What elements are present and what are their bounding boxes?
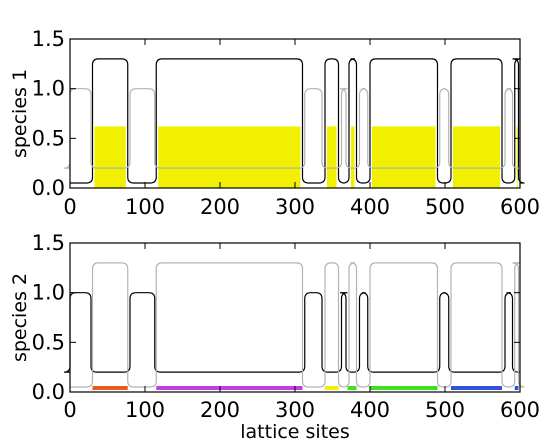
y-tick-label: 0.0 (32, 176, 65, 200)
x-axis-label: lattice sites (240, 421, 350, 443)
y-tick-label: 0.0 (32, 380, 65, 404)
fill-region (94, 126, 126, 188)
fill-region (327, 126, 337, 188)
x-tick-label: 400 (350, 398, 390, 422)
y-tick-label: 1.5 (32, 231, 65, 255)
domain-bar (92, 386, 128, 390)
x-tick-label: 400 (350, 195, 390, 219)
fill-region (453, 126, 500, 188)
x-tick-label: 200 (200, 398, 240, 422)
series-line (70, 58, 525, 184)
fill-region (158, 126, 301, 188)
x-tick-label: 500 (425, 195, 465, 219)
y-axis-label: species 1 (9, 69, 31, 158)
series-line (63, 88, 520, 169)
fill-region (372, 126, 436, 188)
fill-region (351, 126, 355, 188)
series-line (70, 262, 525, 388)
y-axis-label: species 2 (9, 273, 31, 362)
x-tick-label: 300 (275, 195, 315, 219)
domain-bar (370, 386, 438, 390)
y-tick-label: 1.5 (32, 27, 65, 51)
y-tick-label: 1.0 (32, 77, 65, 101)
domain-bar (451, 386, 502, 390)
x-tick-label: 200 (200, 195, 240, 219)
x-tick-label: 0 (63, 195, 76, 219)
y-tick-label: 0.5 (32, 126, 65, 150)
x-tick-label: 0 (63, 398, 76, 422)
fill-region (516, 126, 518, 188)
x-tick-label: 100 (125, 398, 165, 422)
domain-bar (514, 386, 519, 390)
domain-bar (156, 386, 303, 390)
domain-bar (325, 386, 339, 390)
x-tick-label: 100 (125, 195, 165, 219)
domain-bar (347, 386, 357, 390)
x-tick-label: 600 (500, 398, 540, 422)
x-tick-label: 600 (500, 195, 540, 219)
y-tick-label: 1.0 (32, 281, 65, 305)
x-tick-label: 500 (425, 398, 465, 422)
series-line (63, 292, 520, 373)
x-tick-label: 300 (275, 398, 315, 422)
y-tick-label: 0.5 (32, 330, 65, 354)
